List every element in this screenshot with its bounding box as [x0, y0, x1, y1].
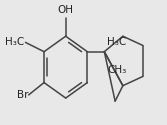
Text: OH: OH — [58, 5, 74, 15]
Text: H₃C: H₃C — [5, 37, 24, 47]
Text: CH₃: CH₃ — [107, 65, 127, 75]
Text: Br: Br — [17, 90, 29, 100]
Text: H₃C: H₃C — [107, 37, 127, 47]
